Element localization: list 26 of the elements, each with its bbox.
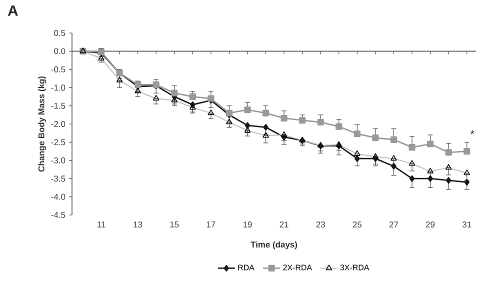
y-tick-label: -4.5 xyxy=(51,212,66,218)
y-tick-label: -2.5 xyxy=(51,139,66,146)
x-tick-label: 27 xyxy=(389,222,398,228)
x-tick-label: 19 xyxy=(243,222,252,228)
y-axis-title: Change Body Mass (kg) xyxy=(38,76,46,172)
x-tick-label: 17 xyxy=(206,222,216,228)
x-axis-title: Time (days) xyxy=(250,241,298,250)
x-tick-label: 13 xyxy=(134,222,142,228)
y-tick-label: -1.0 xyxy=(51,84,66,91)
text: A xyxy=(8,6,18,16)
x-tick-label: 25 xyxy=(352,222,362,228)
y-tick-label: 0.5 xyxy=(54,30,66,36)
y-tick-label: -1.5 xyxy=(51,102,66,109)
y-tick-label: -0.5 xyxy=(51,66,66,72)
x-tick-label: 29 xyxy=(426,222,435,228)
y-tick-label: -3.5 xyxy=(51,176,66,182)
y-tick-label: -3.0 xyxy=(51,157,66,164)
x-tick-label: 23 xyxy=(316,222,325,228)
x-tick-label: 31 xyxy=(462,222,472,228)
x-tick-label: 11 xyxy=(98,222,106,228)
annotation: * xyxy=(470,130,474,134)
x-tick-label: 21 xyxy=(280,222,288,228)
y-tick-label: -4.0 xyxy=(51,194,66,200)
y-tick-label: -2.0 xyxy=(51,121,66,127)
x-tick-label: 15 xyxy=(170,222,179,228)
y-tick-label: 0.0 xyxy=(54,48,66,54)
